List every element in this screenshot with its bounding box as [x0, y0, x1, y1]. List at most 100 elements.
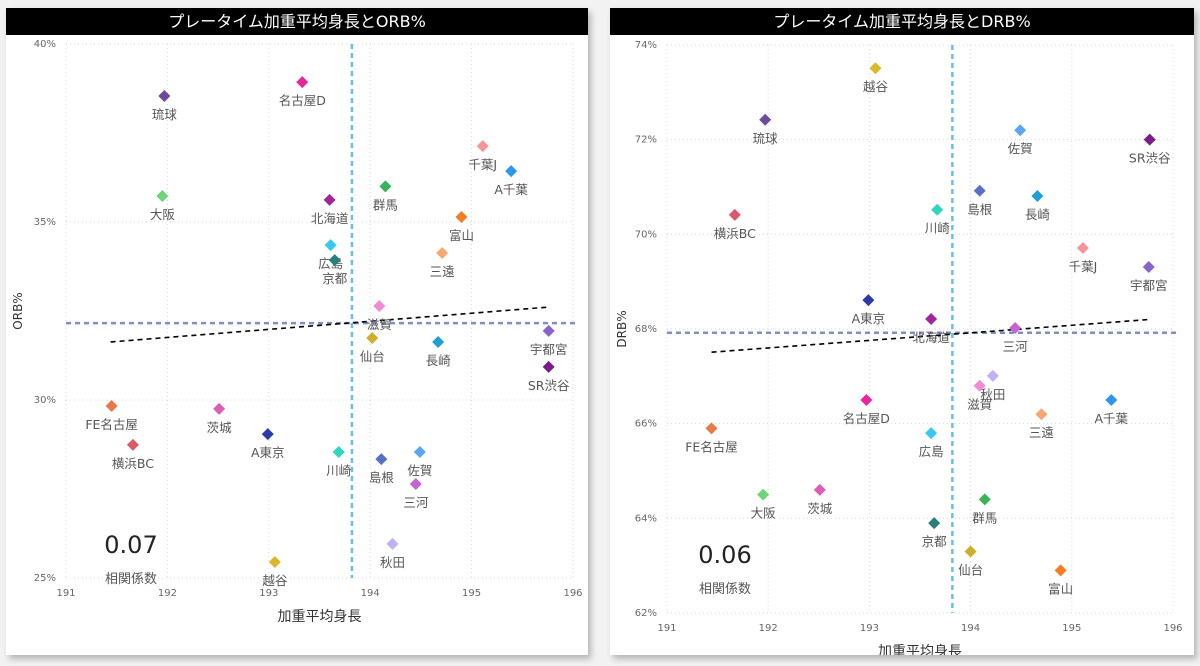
data-point: FE名古屋: [85, 400, 138, 432]
diamond-marker: [379, 180, 392, 193]
diamond-marker: [1014, 124, 1027, 137]
data-point: 越谷: [863, 62, 888, 94]
data-point: 京都: [322, 254, 348, 286]
chart-title: プレータイム加重平均身長とDRB%: [610, 8, 1194, 35]
correlation-value: 0.07: [104, 531, 157, 559]
diamond-marker: [505, 165, 518, 178]
x-tick-label: 193: [860, 623, 879, 634]
data-point: A千葉: [1094, 394, 1129, 426]
point-label: 富山: [449, 228, 474, 243]
point-label: 三遠: [430, 264, 455, 279]
y-tick-label: 70%: [635, 229, 657, 240]
x-tick-label: 191: [657, 623, 676, 634]
x-tick-label: 196: [1163, 623, 1182, 634]
data-point: 茨城: [207, 402, 233, 435]
point-label: 島根: [369, 470, 395, 485]
diamond-marker: [413, 445, 426, 458]
diamond-marker: [1142, 260, 1155, 273]
data-point: 長崎: [1025, 189, 1051, 222]
point-label: 三遠: [1029, 425, 1054, 440]
diamond-marker: [728, 208, 741, 221]
y-tick-label: 72%: [635, 135, 657, 146]
data-point: 秋田: [980, 369, 1005, 402]
diamond-marker: [1035, 408, 1048, 421]
diamond-marker: [973, 379, 986, 392]
diamond-marker: [1105, 394, 1118, 406]
diamond-marker: [862, 294, 875, 307]
data-point: 名古屋D: [279, 76, 326, 108]
data-point: 長崎: [426, 335, 452, 368]
diamond-marker: [432, 335, 445, 348]
data-point: 群馬: [373, 180, 398, 212]
x-tick-label: 196: [563, 588, 582, 599]
x-tick-label: 195: [462, 588, 481, 599]
diamond-marker: [925, 313, 938, 326]
diamond-marker: [296, 76, 309, 89]
point-label: 仙台: [360, 349, 385, 364]
correlation-label: 相関係数: [699, 582, 751, 597]
point-label: 北海道: [912, 330, 950, 345]
point-label: 島根: [967, 202, 993, 217]
correlation-value: 0.06: [698, 541, 751, 569]
point-label: 越谷: [262, 573, 288, 588]
point-label: 北海道: [311, 211, 349, 226]
diamond-marker: [1031, 189, 1044, 202]
data-point: A東京: [251, 428, 285, 460]
diamond-marker: [375, 453, 388, 466]
diamond-marker: [324, 239, 337, 252]
y-tick-label: 64%: [635, 513, 657, 524]
point-label: 川崎: [326, 463, 352, 478]
x-tick-label: 194: [361, 588, 380, 599]
point-label: 広島: [919, 444, 944, 459]
diamond-marker: [964, 545, 977, 558]
diamond-marker: [978, 493, 991, 506]
data-point: 越谷: [262, 555, 288, 588]
data-point: 仙台: [360, 332, 385, 364]
point-label: A東京: [852, 311, 886, 326]
diamond-marker: [1143, 133, 1156, 146]
data-point: 佐賀: [1008, 124, 1033, 156]
correlation-label: 相関係数: [105, 572, 157, 587]
point-label: 滋賀: [967, 397, 992, 412]
x-axis-title: 加重平均身長: [278, 609, 362, 625]
data-point: 仙台: [958, 545, 983, 577]
data-point: 大阪: [751, 488, 776, 521]
data-point: 琉球: [753, 113, 778, 146]
data-point: 広島: [919, 427, 944, 459]
data-point: 佐賀: [407, 445, 432, 478]
data-point: 北海道: [912, 313, 950, 345]
x-tick-label: 192: [759, 623, 778, 634]
y-axis-title: DRB%: [615, 310, 629, 347]
point-label: 佐賀: [407, 463, 432, 478]
diamond-marker: [925, 427, 938, 440]
diamond-marker: [386, 537, 399, 550]
diamond-marker: [928, 517, 941, 530]
point-label: 滋賀: [367, 317, 392, 332]
diamond-marker: [1009, 322, 1022, 335]
diamond-marker: [705, 422, 718, 435]
diamond-marker: [860, 394, 873, 406]
diamond-marker: [542, 360, 555, 373]
data-point: SR渋谷: [1129, 133, 1171, 166]
point-label: 名古屋D: [279, 93, 326, 108]
x-tick-label: 192: [158, 588, 177, 599]
point-label: 京都: [322, 271, 348, 286]
point-label: A千葉: [1094, 411, 1128, 426]
point-label: 宇都宮: [1130, 278, 1168, 293]
point-label: 茨城: [207, 420, 233, 435]
orb-scatter-plot: 191 192 193 194 195 196 25% 30% 35% 40% 加重平均身長 ORB%…: [11, 39, 583, 625]
point-label: 長崎: [1025, 207, 1051, 222]
diamond-marker: [1054, 564, 1067, 577]
diamond-marker: [455, 211, 468, 224]
point-label: FE名古屋: [685, 439, 738, 454]
point-label: 大阪: [150, 207, 176, 222]
point-label: 長崎: [426, 353, 452, 368]
data-point: 富山: [1048, 564, 1073, 596]
data-point: 横浜BC: [112, 438, 154, 471]
diamond-marker: [869, 62, 882, 75]
x-axis-title: 加重平均身長: [878, 644, 962, 655]
point-label: 千葉J: [468, 157, 497, 172]
point-label: 千葉J: [1069, 259, 1098, 274]
diamond-marker: [973, 184, 986, 197]
diamond-marker: [156, 190, 169, 203]
